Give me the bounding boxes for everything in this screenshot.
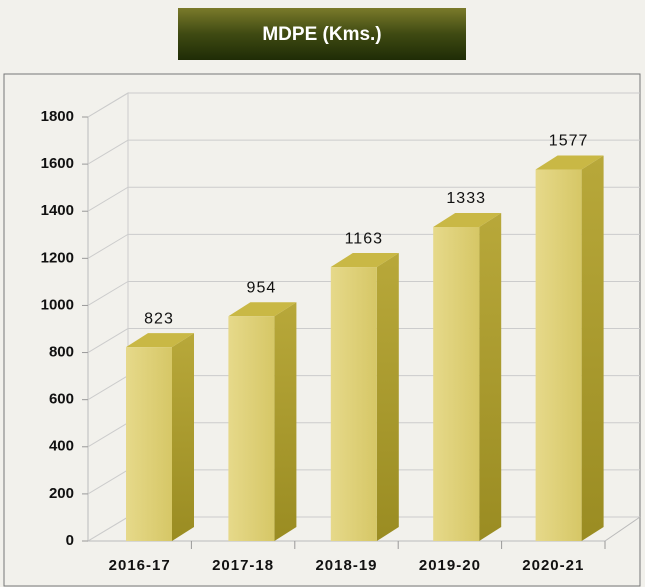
y-tick-label: 200 bbox=[49, 485, 74, 502]
y-tick-label: 1200 bbox=[41, 249, 74, 266]
value-label: 1577 bbox=[549, 133, 589, 150]
x-tick-label: 2019-20 bbox=[419, 557, 481, 574]
frame bbox=[3, 73, 641, 587]
bar-top bbox=[126, 333, 194, 348]
y-tick-label: 400 bbox=[49, 438, 74, 455]
bar-side bbox=[376, 253, 399, 541]
x-tick-label: 2016-17 bbox=[109, 557, 171, 574]
y-tick-label: 800 bbox=[49, 344, 74, 361]
title-box bbox=[178, 8, 466, 60]
value-label: 1163 bbox=[345, 230, 383, 247]
plot: 0 200 400 600 800 1000 1200 1400 1600 1800 2016-17… bbox=[41, 92, 641, 574]
bar bbox=[126, 347, 172, 541]
value-label: 954 bbox=[247, 279, 277, 296]
x-tick-label: 2018-19 bbox=[315, 557, 377, 574]
bar-top bbox=[433, 213, 502, 228]
bar bbox=[330, 267, 377, 541]
value-label: 1333 bbox=[446, 190, 486, 207]
bar-top bbox=[330, 253, 399, 268]
bar-side bbox=[274, 302, 297, 541]
bar-side bbox=[581, 155, 604, 542]
bar-side bbox=[479, 213, 502, 541]
y-tick-label: 1600 bbox=[41, 155, 74, 172]
bar bbox=[433, 227, 480, 541]
y-tick-label: 1800 bbox=[41, 108, 74, 125]
value-label: 823 bbox=[144, 310, 174, 327]
y-tick-label: 0 bbox=[66, 532, 74, 549]
bar-side bbox=[172, 333, 194, 541]
grid-line bbox=[87, 139, 640, 165]
chart-title: MDPE (Kms.) bbox=[262, 24, 381, 45]
bar-top bbox=[228, 302, 297, 317]
bar bbox=[535, 169, 582, 542]
y-tick-label: 1400 bbox=[41, 202, 74, 219]
bar bbox=[228, 316, 275, 541]
grid-line bbox=[87, 92, 640, 118]
bar-top bbox=[535, 155, 604, 170]
y-tick-label: 1000 bbox=[41, 296, 74, 313]
grid-line bbox=[87, 186, 640, 212]
x-tick-label: 2017-18 bbox=[212, 557, 274, 574]
y-tick-label: 600 bbox=[49, 391, 74, 408]
x-tick-label: 2020-21 bbox=[522, 557, 584, 574]
